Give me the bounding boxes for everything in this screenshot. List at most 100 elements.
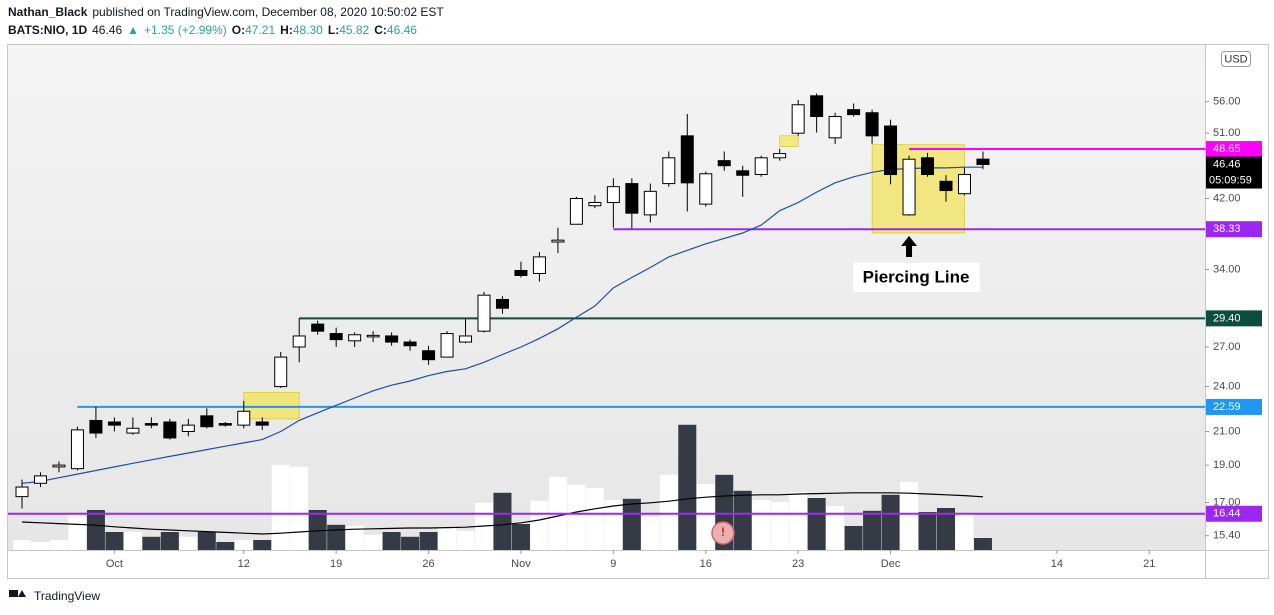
ohlc-label: C: bbox=[374, 23, 387, 37]
volume-bar bbox=[364, 534, 383, 550]
candle-body bbox=[385, 335, 399, 343]
candle-body bbox=[828, 115, 842, 139]
candle-body bbox=[181, 424, 195, 432]
candle-body bbox=[957, 173, 971, 195]
level-badge bbox=[1206, 310, 1262, 327]
candle-body bbox=[662, 157, 676, 185]
y-tick-label: 34.00 bbox=[1213, 263, 1241, 275]
volume-bar bbox=[937, 508, 955, 550]
volume-bar bbox=[290, 466, 309, 550]
x-tick-label: 9 bbox=[610, 558, 616, 570]
level-badge bbox=[1206, 505, 1262, 522]
candle-body bbox=[403, 341, 417, 347]
event-icon-glyph: ! bbox=[721, 525, 725, 539]
volume-bar bbox=[493, 492, 512, 550]
candle-body bbox=[329, 333, 343, 341]
header: Nathan_Black published on TradingView.com… bbox=[8, 3, 444, 39]
volume-bar bbox=[844, 526, 863, 550]
ohlc-value: 47.21 bbox=[245, 23, 276, 37]
volume-bar bbox=[955, 514, 974, 550]
volume-bar bbox=[31, 542, 50, 550]
volume-bar bbox=[419, 532, 438, 550]
y-tick-label: 42.00 bbox=[1213, 192, 1241, 204]
ma-line bbox=[21, 166, 983, 484]
event-icon bbox=[711, 521, 735, 545]
last-price-badge bbox=[1206, 156, 1262, 189]
volume-bar bbox=[327, 524, 346, 550]
level-label: 48.65 bbox=[1213, 143, 1241, 155]
volume-bar bbox=[308, 510, 327, 550]
x-tick-label: Nov bbox=[511, 558, 531, 570]
volume-bar bbox=[438, 526, 457, 550]
published: published on TradingView.com, December 0… bbox=[92, 5, 444, 19]
y-tick-label: 17.00 bbox=[1213, 496, 1241, 508]
up-arrow: ▲ bbox=[127, 23, 140, 37]
candle-body bbox=[810, 95, 824, 117]
volume-bar bbox=[382, 532, 401, 550]
y-tick-label: 21.00 bbox=[1213, 425, 1241, 437]
candle-body bbox=[680, 135, 694, 184]
x-tick-label: 26 bbox=[422, 558, 434, 570]
candle-body bbox=[921, 157, 935, 176]
candle-body bbox=[569, 197, 583, 225]
volume-bar bbox=[641, 516, 660, 550]
volume-bar bbox=[179, 536, 198, 550]
countdown: 05:09:59 bbox=[1209, 174, 1252, 186]
level-label: 16.44 bbox=[1213, 508, 1241, 520]
volume-bar bbox=[271, 464, 290, 550]
level-label: 29.40 bbox=[1213, 312, 1241, 324]
last-price-label: 46.46 bbox=[1213, 158, 1241, 170]
candle-body bbox=[89, 419, 103, 434]
volume-bar bbox=[68, 514, 87, 550]
candle-body bbox=[33, 475, 47, 484]
volume-bar bbox=[659, 474, 678, 550]
ohlc-value: 46.46 bbox=[386, 23, 417, 37]
axes: 48.65 38.33 29.40 22.59 16.44 15.40 17.00 19.00… bbox=[106, 96, 1262, 570]
level-label: 22.59 bbox=[1213, 401, 1241, 413]
ohlc-label: H: bbox=[280, 23, 293, 37]
candle-body bbox=[255, 421, 269, 426]
candle-body bbox=[348, 334, 362, 342]
volume-bar bbox=[86, 510, 105, 550]
y-tick-label: 24.00 bbox=[1213, 380, 1241, 392]
ohlc-label: L: bbox=[327, 23, 340, 37]
ohlc: O:47.21 H:48.30 L:45.82 C:46.46 bbox=[227, 23, 417, 37]
candle-body bbox=[477, 294, 491, 332]
volume-bar bbox=[622, 498, 641, 550]
volume-bar bbox=[160, 532, 179, 550]
x-tick-label: 19 bbox=[330, 558, 342, 570]
volume-bar bbox=[511, 524, 530, 550]
volume-bar bbox=[142, 536, 161, 550]
volume-bar bbox=[123, 532, 142, 550]
pane-background bbox=[8, 45, 1205, 550]
plot: Piercing Line bbox=[8, 93, 1205, 550]
currency: USD bbox=[1224, 53, 1247, 65]
candle-body bbox=[699, 173, 713, 205]
candle-body bbox=[791, 104, 805, 134]
symbol-line: BATS:NIO, 1D 46.46 ▲ +1.35 (+2.99%) O:47.21 H… bbox=[8, 21, 444, 39]
candle-body bbox=[588, 201, 602, 207]
volume-bar bbox=[604, 500, 623, 550]
candle-body bbox=[52, 464, 66, 468]
candle-body bbox=[625, 183, 639, 214]
candle-body bbox=[218, 423, 232, 426]
y-tick-label: 51.00 bbox=[1213, 127, 1241, 139]
x-tick-label: 14 bbox=[1051, 558, 1063, 570]
x-tick-label: 21 bbox=[1143, 558, 1155, 570]
candle-body bbox=[70, 429, 84, 470]
volume-bar bbox=[253, 540, 272, 550]
volume-bar bbox=[456, 530, 475, 550]
y-tick-label: 15.40 bbox=[1213, 530, 1241, 542]
ohlc-value: 45.82 bbox=[339, 23, 370, 37]
volume-bar bbox=[530, 500, 549, 550]
annotation-arrow bbox=[901, 236, 918, 257]
x-tick-label: 12 bbox=[238, 558, 250, 570]
brand: TradingView bbox=[34, 589, 100, 603]
logo bbox=[9, 590, 26, 597]
candle-body bbox=[15, 486, 29, 498]
volume-bar bbox=[49, 540, 68, 550]
volume-bar bbox=[696, 484, 715, 550]
candle-body bbox=[736, 170, 750, 176]
candle-body bbox=[200, 415, 214, 428]
